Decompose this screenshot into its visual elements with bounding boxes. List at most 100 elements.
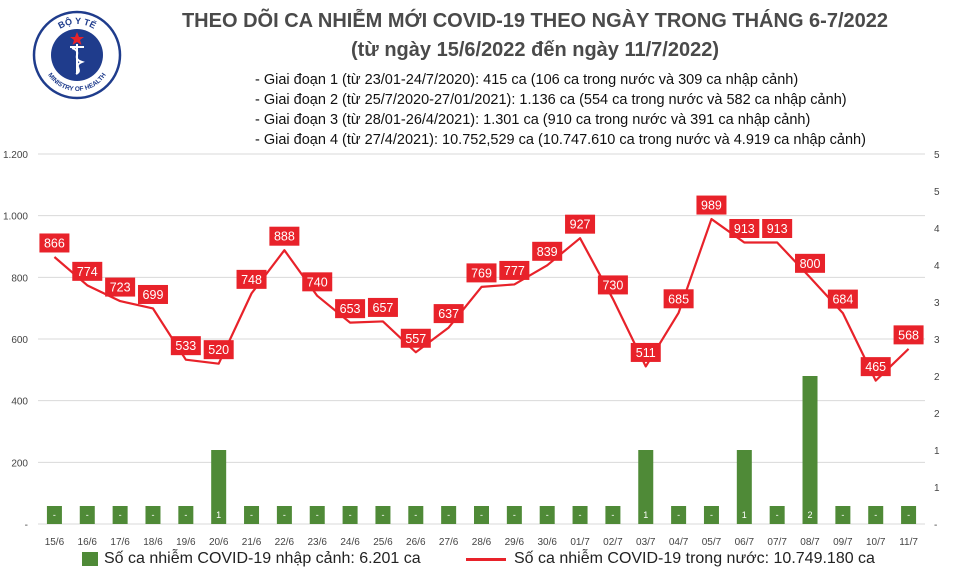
bar-data-label: - bbox=[316, 510, 319, 520]
line-data-label-box bbox=[203, 340, 234, 360]
bar bbox=[835, 506, 851, 524]
bar bbox=[539, 506, 555, 524]
bar bbox=[408, 506, 424, 524]
legend-imported: Số ca nhiễm COVID-19 nhập cảnh: 6.201 ca bbox=[82, 550, 421, 568]
bar-data-label: 1 bbox=[216, 510, 221, 520]
x-tick-label: 21/6 bbox=[242, 537, 262, 548]
line-data-label-box bbox=[762, 218, 793, 238]
x-tick-label: 20/6 bbox=[209, 537, 229, 548]
line-data-label-box bbox=[72, 261, 103, 281]
line-data-label-text: 866 bbox=[44, 236, 65, 250]
line-series bbox=[53, 217, 910, 382]
line-data-label: 913 bbox=[762, 218, 793, 238]
line-data-label-box bbox=[893, 325, 924, 345]
svg-text:BỘ Y TẾ: BỘ Y TẾ bbox=[56, 15, 97, 30]
line-data-label: 465 bbox=[860, 357, 891, 377]
line-data-label: 748 bbox=[236, 269, 267, 289]
line-data-label-text: 989 bbox=[701, 199, 722, 213]
line-data-label: 520 bbox=[203, 340, 234, 360]
ministry-logo: BỘ Y TẾ MINISTRY OF HEALTH bbox=[32, 10, 122, 100]
line-data-label: 653 bbox=[335, 299, 366, 319]
right-tick-label: 5 bbox=[934, 187, 940, 198]
line-data-label-box bbox=[696, 195, 727, 215]
domestic-cases-line bbox=[53, 217, 910, 382]
stage-item: - Giai đoạn 3 (từ 28/01-26/4/2021): 1.30… bbox=[255, 112, 811, 128]
x-tick-label: 29/6 bbox=[505, 537, 525, 548]
line-data-label-box bbox=[269, 226, 300, 246]
bar bbox=[276, 506, 292, 524]
x-tick-label: 30/6 bbox=[537, 537, 557, 548]
line-data-label: 866 bbox=[39, 233, 70, 253]
line-data-label: 511 bbox=[630, 342, 661, 362]
bar-data-label: - bbox=[579, 510, 582, 520]
line-data-label: 888 bbox=[269, 226, 300, 246]
bar-series bbox=[46, 376, 917, 524]
bar bbox=[211, 450, 227, 524]
left-axis: - 200 400 600 800 1.000 1.200 bbox=[3, 150, 28, 531]
bar bbox=[178, 506, 194, 524]
line-data-label: 769 bbox=[466, 263, 497, 283]
line-data-label-text: 730 bbox=[602, 278, 623, 292]
x-tick-label: 06/7 bbox=[735, 537, 755, 548]
bar bbox=[802, 376, 818, 524]
line-data-label: 740 bbox=[302, 272, 333, 292]
line-data-label: 699 bbox=[137, 284, 168, 304]
line-data-label-box bbox=[335, 299, 366, 319]
bar bbox=[112, 506, 128, 524]
left-tick-label: 200 bbox=[11, 458, 28, 469]
line-data-label: 637 bbox=[433, 304, 464, 324]
x-tick-label: 27/6 bbox=[439, 537, 459, 548]
bar-data-label: - bbox=[414, 510, 417, 520]
line-data-label-text: 839 bbox=[537, 245, 558, 259]
line-data-label-box bbox=[236, 269, 267, 289]
line-data-label-text: 927 bbox=[570, 218, 591, 232]
line-data-label: 533 bbox=[170, 336, 201, 356]
right-tick-label: 3 bbox=[934, 335, 940, 346]
bar-data-label: - bbox=[349, 510, 352, 520]
bar bbox=[901, 506, 917, 524]
line-data-label-box bbox=[466, 263, 497, 283]
left-tick-label: 400 bbox=[11, 397, 28, 408]
x-tick-label: 02/7 bbox=[603, 537, 623, 548]
bar bbox=[474, 506, 489, 524]
line-data-label: 685 bbox=[663, 289, 694, 309]
x-tick-label: 04/7 bbox=[669, 537, 689, 548]
stage-item: - Giai đoạn 1 (từ 23/01-24/7/2020): 415 … bbox=[255, 72, 799, 88]
line-data-label-text: 913 bbox=[734, 222, 755, 236]
line-data-label-text: 568 bbox=[898, 328, 919, 342]
line-data-label-box bbox=[597, 275, 628, 295]
line-data-label-text: 653 bbox=[340, 302, 361, 316]
left-tick-label: - bbox=[25, 520, 28, 531]
bar bbox=[638, 450, 654, 524]
line-data-label-text: 557 bbox=[405, 332, 426, 346]
bar-data-label: - bbox=[86, 510, 89, 520]
bar-data-label: 1 bbox=[643, 510, 648, 520]
bar-data-label: - bbox=[677, 510, 680, 520]
line-data-label-box bbox=[302, 272, 333, 292]
line-data-label: 723 bbox=[105, 277, 136, 297]
line-data-label-box bbox=[729, 218, 760, 238]
bar-data-label: - bbox=[151, 510, 154, 520]
bar bbox=[244, 506, 260, 524]
line-data-label-box bbox=[663, 289, 694, 309]
line-data-label-text: 774 bbox=[77, 265, 98, 279]
line-data-label: 989 bbox=[696, 195, 727, 215]
line-data-label-box bbox=[433, 304, 464, 324]
line-labels: 866 774 723 699 533 520 748 888 740 653 657 557 637 7… bbox=[39, 195, 924, 377]
x-tick-label: 22/6 bbox=[275, 537, 295, 548]
bar bbox=[605, 506, 621, 524]
x-tick-label: 17/6 bbox=[110, 537, 130, 548]
line-data-label-text: 723 bbox=[110, 281, 131, 295]
line-data-label-text: 740 bbox=[307, 275, 328, 289]
bar bbox=[342, 506, 358, 524]
stage-item: - Giai đoạn 2 (từ 25/7/2020-27/01/2021):… bbox=[255, 92, 847, 108]
line-data-label: 730 bbox=[597, 275, 628, 295]
x-tick-label: 26/6 bbox=[406, 537, 426, 548]
line-data-label: 684 bbox=[827, 289, 858, 309]
line-data-label: 557 bbox=[400, 328, 431, 348]
bar-data-label: - bbox=[480, 510, 483, 520]
bar bbox=[375, 506, 391, 524]
line-data-label-text: 800 bbox=[800, 257, 821, 271]
left-tick-label: 1.000 bbox=[3, 212, 28, 223]
line-data-label: 774 bbox=[72, 261, 103, 281]
